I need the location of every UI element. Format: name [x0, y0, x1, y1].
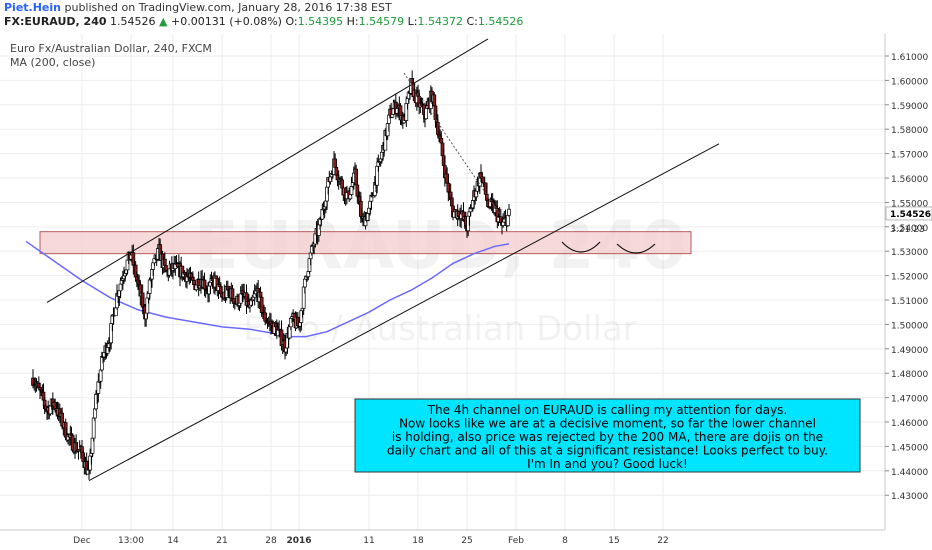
- candle-body: [333, 158, 338, 168]
- high-label: H:: [346, 15, 359, 28]
- price-tick-label: 1.56000: [891, 175, 928, 185]
- last-price-tag: [885, 206, 932, 221]
- candle: [507, 204, 511, 217]
- ma-200-line: [25, 240, 510, 338]
- time-tick-label: 25: [461, 536, 472, 546]
- up-arrow-icon: ▲: [159, 15, 168, 28]
- low-value: 1.54372: [417, 15, 463, 28]
- trend-drawings: [46, 38, 720, 482]
- dotted-trendline: [403, 72, 503, 218]
- close-label: C:: [466, 15, 478, 28]
- price-tick-label: 1.48000: [891, 370, 928, 380]
- price-tick-label: 1.49000: [891, 346, 928, 356]
- time-tick-label: Feb: [508, 536, 524, 546]
- time-tick-label: 18: [412, 536, 424, 546]
- price-tick-label: 1.57000: [891, 151, 928, 161]
- annotation-line: is holding, also price was rejected by t…: [392, 430, 823, 444]
- price-tick-label: 1.45000: [891, 443, 928, 453]
- time-tick-label: Dec: [73, 536, 90, 546]
- price-tick-label: 1.51000: [891, 297, 928, 307]
- annotation-line: I'm In and you? Good luck!: [527, 457, 688, 471]
- chart-header: Piet.Hein published on TradingView.com, …: [0, 0, 932, 30]
- resistance-rect: [39, 231, 692, 255]
- high-value: 1.54579: [358, 15, 405, 28]
- time-tick-label: 14: [167, 536, 179, 546]
- ma-legend: MA (200, close): [10, 56, 95, 69]
- close-value: 1.54526: [477, 15, 524, 28]
- time-tick-label: 22: [657, 536, 668, 546]
- last-price-label: 1.54526: [890, 210, 931, 220]
- countdown-label: 3:21:23: [890, 225, 925, 235]
- candle-body: [507, 208, 511, 216]
- price-tick-label: 1.50000: [891, 321, 928, 331]
- price-tick-label: 1.47000: [891, 395, 928, 405]
- candle-body: [439, 137, 444, 144]
- candle-body: [214, 275, 219, 279]
- author-link[interactable]: Piet.Hein: [4, 1, 61, 14]
- publish-info: Piet.Hein published on TradingView.com, …: [4, 1, 392, 14]
- open-value: 1.54395: [297, 15, 344, 28]
- candle-body: [505, 214, 510, 227]
- candle-body: [238, 293, 243, 304]
- watermark-name: Euro / Australian Dollar: [243, 309, 637, 349]
- resistance-zone: [39, 231, 692, 255]
- axes: 1.61000 1.60000 1.59000 1.58000 1.57000 1.560…: [0, 34, 932, 546]
- chart-legend: Euro Fx/Australian Dollar, 240, FXCM MA …: [10, 42, 212, 69]
- candle-body: [259, 296, 264, 313]
- price-tick-label: 1.52000: [891, 273, 928, 283]
- candles: [31, 70, 511, 480]
- candle-body: [230, 288, 235, 299]
- channel-upper-line: [46, 38, 489, 303]
- ma-200-path: [25, 240, 510, 338]
- candle-body: [96, 381, 101, 394]
- time-tick-label: 11: [363, 536, 374, 546]
- price-tick-label: 1.59000: [891, 102, 928, 112]
- chart-title: Euro Fx/Australian Dollar, 240, FXCM: [10, 42, 212, 55]
- time-tick-label: 13:00: [118, 536, 144, 546]
- annotation-line: The 4h channel on EURAUD is calling my a…: [427, 403, 788, 417]
- time-tick-label: 2016: [286, 536, 311, 546]
- doji-arc-left: [561, 241, 601, 253]
- candle-body: [390, 114, 395, 118]
- candle: [505, 214, 510, 228]
- price-tick-label: 1.43000: [891, 492, 928, 502]
- price-tick-label: 1.61000: [891, 53, 928, 63]
- annotation-line: Now looks like we are at a decisive mome…: [399, 417, 816, 431]
- low-label: L:: [407, 15, 418, 28]
- time-tick-label: 28: [265, 536, 277, 546]
- time-tick-label: 15: [608, 536, 619, 546]
- ohlc-bar: FX:EURAUD, 240 1.54526 ▲ +0.00131 (+0.08…: [4, 15, 523, 28]
- price-tick-label: 1.54000: [891, 224, 928, 234]
- price-tick-label: 1.60000: [891, 77, 928, 87]
- doji-arc-right: [616, 243, 656, 254]
- open-label: O:: [285, 15, 298, 28]
- price-tick-label: 1.58000: [891, 126, 928, 136]
- candle-body: [118, 283, 123, 292]
- time-tick-label: 21: [216, 536, 227, 546]
- price-tick-label: 1.46000: [891, 419, 928, 429]
- candle-body: [424, 108, 429, 120]
- candle-body: [147, 279, 152, 294]
- publish-text: published on TradingView.com, January 28…: [64, 1, 392, 14]
- price-tick-label: 1.44000: [891, 468, 928, 478]
- price-tick-label: 1.53000: [891, 248, 928, 258]
- price-tick-label: 1.55000: [891, 199, 928, 209]
- change-value: +0.00131 (+0.08%): [171, 15, 282, 28]
- annotation-box: The 4h channel on EURAUD is calling my a…: [354, 398, 861, 473]
- time-tick-label: 8: [562, 536, 568, 546]
- last-price: 1.54526: [110, 15, 156, 28]
- annotation-line: daily chart and all of this at a signifi…: [387, 444, 828, 458]
- symbol-label: FX:EURAUD, 240: [4, 15, 107, 28]
- annotation-rect: [354, 398, 861, 473]
- channel-lower-line: [88, 143, 720, 482]
